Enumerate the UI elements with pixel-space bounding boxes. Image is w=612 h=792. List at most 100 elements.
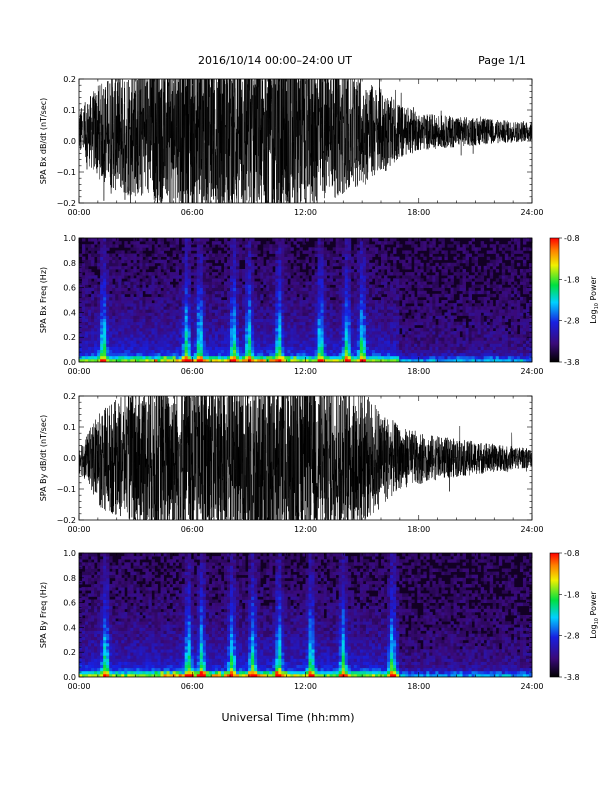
- spectrogram-cell: [217, 312, 222, 316]
- spectrogram-cell: [423, 331, 427, 335]
- spectrogram-cell: [248, 244, 252, 248]
- spectrogram-cell: [184, 321, 189, 326]
- spectrogram-cell: [217, 253, 222, 257]
- spectrogram-cell: [115, 321, 119, 326]
- spectrogram-cell: [196, 238, 201, 242]
- spectrogram-cell: [495, 241, 500, 245]
- spectrogram-cell: [495, 337, 500, 341]
- spectrogram-cell: [91, 324, 95, 329]
- spectrogram-cell: [374, 238, 379, 242]
- spectrogram-cell: [290, 343, 294, 347]
- spectrogram-cell: [459, 340, 463, 344]
- spectrogram-cell: [245, 303, 249, 307]
- spectrogram-cell: [323, 250, 328, 254]
- spectrogram-cell: [223, 349, 228, 354]
- spectrogram-cell: [148, 324, 152, 329]
- spectrogram-cell: [353, 296, 358, 301]
- spectrogram-cell: [344, 238, 349, 242]
- spectrogram-cell: [187, 259, 192, 264]
- spectrogram-cell: [130, 247, 134, 251]
- spectrogram-cell: [489, 315, 494, 319]
- spectrogram-cell: [254, 331, 258, 335]
- spectrogram-cell: [402, 315, 406, 319]
- spectrogram-cell: [308, 290, 312, 295]
- spectrogram-cell: [94, 309, 98, 313]
- spectrogram-cell: [284, 340, 288, 344]
- spectrogram-cell: [387, 269, 391, 273]
- spectrogram-cell: [269, 259, 273, 264]
- spectrogram-cell: [293, 312, 297, 316]
- spectrogram-cell: [172, 250, 177, 254]
- spectrogram-cell: [393, 265, 397, 270]
- spectrogram-cell: [332, 312, 337, 316]
- spectrogram-cell: [486, 358, 491, 362]
- spectrogram-cell: [172, 318, 177, 323]
- spectrogram-cell: [217, 278, 222, 282]
- spectrogram-cell: [507, 306, 512, 310]
- spectrogram-cell: [438, 293, 442, 298]
- spectrogram-cell: [154, 281, 158, 285]
- spectrogram-cell: [115, 324, 119, 329]
- spectrogram-cell: [172, 349, 177, 354]
- spectrogram-cell: [184, 278, 189, 282]
- spectrogram-cell: [226, 256, 231, 261]
- spectrogram-cell: [477, 309, 482, 313]
- spectrogram-cell: [160, 284, 164, 288]
- spectrogram-cell: [278, 337, 282, 341]
- spectrogram-cell: [447, 306, 451, 310]
- spectrogram-cell: [374, 269, 379, 273]
- spectrogram-cell: [230, 318, 234, 323]
- spectrogram-cell: [414, 358, 418, 362]
- spectrogram-cell: [356, 275, 361, 279]
- spectrogram-cell: [148, 321, 152, 326]
- spectrogram-cell: [335, 244, 340, 248]
- spectrogram-cell: [97, 250, 101, 254]
- spectrogram-cell: [88, 303, 92, 307]
- spectrogram-cell: [356, 293, 361, 298]
- spectrogram-cell: [103, 321, 107, 326]
- spectrogram-cell: [402, 321, 406, 326]
- spectrogram-cell: [169, 293, 174, 298]
- spectrogram-cell: [308, 312, 312, 316]
- spectrogram-cell: [435, 343, 439, 347]
- spectrogram-cell: [121, 284, 125, 288]
- spectrogram-cell: [417, 349, 421, 354]
- spectrogram-cell: [350, 309, 355, 313]
- spectrogram-cell: [390, 284, 394, 288]
- spectrogram-cell: [157, 250, 161, 254]
- spectrogram-cell: [305, 284, 309, 288]
- spectrogram-cell: [109, 303, 113, 307]
- spectrogram-cell: [157, 284, 161, 288]
- spectrogram-cell: [169, 259, 174, 264]
- spectrogram-cell: [254, 358, 258, 362]
- spectrogram-cell: [263, 327, 267, 332]
- spectrogram-cell: [239, 321, 243, 326]
- spectrogram-cell: [311, 334, 315, 338]
- spectrogram-cell: [381, 334, 385, 338]
- spectrogram-cell: [178, 293, 183, 298]
- spectrogram-cell: [287, 269, 291, 273]
- spectrogram-cell: [187, 306, 192, 310]
- spectrogram-cell: [408, 346, 412, 350]
- spectrogram-cell: [393, 343, 397, 347]
- spectrogram-cell: [450, 238, 454, 242]
- spectrogram-cell: [402, 259, 406, 264]
- spectrogram-cell: [97, 309, 101, 313]
- spectrogram-cell: [513, 349, 518, 354]
- spectrogram-cell: [166, 358, 170, 362]
- spectrogram-cell: [181, 306, 186, 310]
- spectrogram-cell: [88, 238, 92, 242]
- spectrogram-cell: [344, 324, 349, 329]
- spectrogram-cell: [495, 284, 500, 288]
- spectrogram-cell: [489, 306, 494, 310]
- spectrogram-cell: [432, 306, 436, 310]
- spectrogram-cell: [242, 355, 246, 360]
- spectrogram-cell: [341, 331, 346, 335]
- spectrogram-cell: [362, 355, 367, 360]
- spectrogram-cell: [462, 259, 466, 264]
- spectrogram-cell: [411, 340, 415, 344]
- spectrogram-cell: [115, 327, 119, 332]
- spectrogram-cell: [371, 343, 376, 347]
- spectrogram-cell: [390, 315, 394, 319]
- spectrogram-cell: [196, 259, 201, 264]
